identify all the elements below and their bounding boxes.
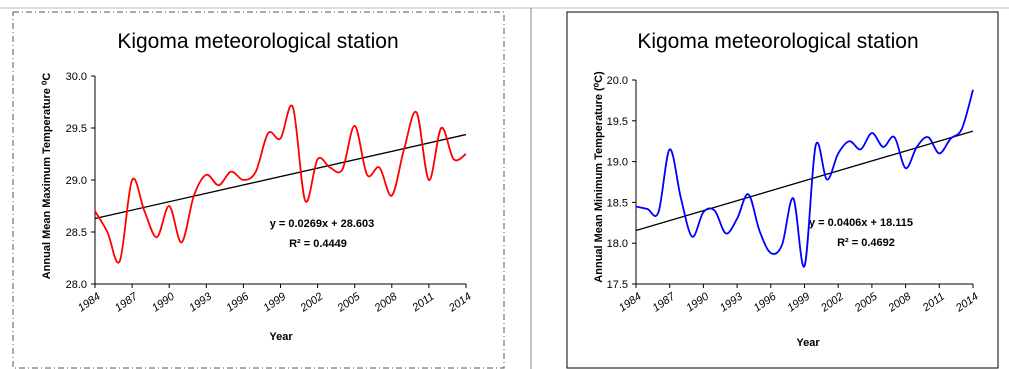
min-temp-x-tick-label: 1993 [718, 290, 746, 314]
max-temp-panel: Kigoma meteorological station Annual Mea… [12, 11, 505, 369]
max-temp-y-tick-label: 28.5 [66, 227, 87, 239]
min-temp-x-tick-label: 2002 [818, 291, 846, 315]
max-temp-y-tick-label: 29.5 [66, 123, 87, 135]
min-temp-r-squared: R² = 0.4692 [837, 237, 895, 249]
max-temp-frame [12, 11, 505, 369]
max-temp-x-tick-label: 2005 [335, 290, 363, 315]
max-temp-x-tick-label: 1990 [150, 290, 178, 314]
max-temp-trend-equation: y = 0.0269x + 28.603 [270, 218, 375, 230]
min-temp-x-tick-label: 2008 [886, 290, 914, 315]
max-temp-x-tick-label: 1999 [261, 291, 288, 315]
min-temp-x-tick-label: 2011 [920, 291, 947, 315]
min-temp-trend-equation: y = 0.0406x + 18.115 [809, 217, 913, 229]
max-temp-x-tick-label: 1984 [76, 291, 103, 315]
min-temp-x-tick-label: 2014 [953, 291, 981, 315]
max-temp-x-tick-label: 1987 [113, 290, 141, 314]
min-temp-y-tick-label: 19.0 [607, 157, 628, 169]
min-temp-chart-title: Kigoma meteorological station [637, 30, 918, 53]
max-temp-y-tick-label: 29.0 [66, 175, 87, 187]
max-temp-y-tick-label: 28.0 [66, 279, 87, 291]
min-temp-y-tick-label: 18.5 [607, 197, 628, 209]
min-temp-series-line [635, 89, 974, 268]
min-temp-x-axis-title: Year [796, 337, 820, 349]
min-temp-x-tick-label: 1999 [785, 291, 812, 315]
min-temp-x-tick-label: 1996 [752, 290, 780, 314]
max-temp-x-tick-label: 2014 [446, 291, 474, 315]
min-temp-x-tick-label: 1990 [684, 290, 712, 314]
max-temp-y-axis-title: Annual Mean Maximum Temperature ⁰C [41, 73, 53, 280]
max-temp-y-tick-label: 30.0 [66, 71, 87, 83]
min-temp-y-tick-label: 18.0 [607, 238, 628, 250]
min-temp-frame [566, 11, 999, 369]
max-temp-x-tick-label: 1996 [224, 290, 252, 314]
min-temp-x-tick-label: 1987 [650, 290, 678, 314]
min-temp-trend-line [635, 130, 974, 232]
min-temp-panel: Kigoma meteorological station Annual Mea… [566, 11, 999, 369]
min-temp-x-tick-label: 2005 [852, 290, 880, 315]
max-temp-x-tick-label: 2008 [372, 290, 400, 315]
min-temp-x-tick-label: 1984 [617, 291, 644, 315]
max-temp-x-axis-title: Year [269, 331, 293, 343]
max-temp-series-line [94, 104, 467, 264]
max-temp-trend-line [94, 133, 467, 220]
max-temp-x-tick-label: 2011 [410, 291, 437, 315]
max-temp-x-tick-label: 1993 [187, 290, 215, 314]
min-temp-y-tick-label: 17.5 [607, 279, 628, 291]
min-temp-y-tick-label: 20.0 [607, 75, 628, 87]
min-temp-y-axis-title: Annual Mean Minimum Temperature (⁰C) [593, 71, 605, 283]
max-temp-r-squared: R² = 0.4449 [289, 238, 347, 250]
min-temp-y-tick-label: 19.5 [607, 116, 628, 128]
max-temp-x-tick-label: 2002 [298, 291, 326, 315]
max-temp-chart-title: Kigoma meteorological station [117, 30, 398, 53]
